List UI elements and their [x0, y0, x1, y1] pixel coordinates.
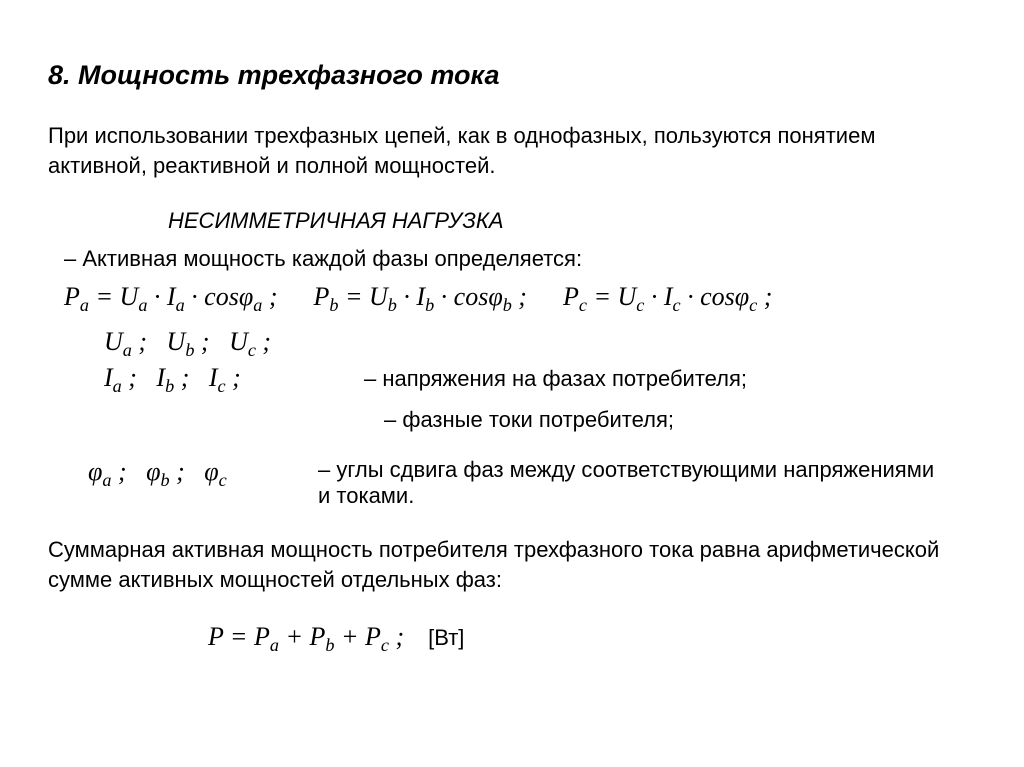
intro-paragraph: При использовании трехфазных цепей, как …	[48, 121, 976, 180]
symbols-voltages: Ua ; Ub ; Uc ;	[104, 327, 364, 361]
desc-currents: – фазные токи потребителя;	[384, 407, 674, 433]
formula-pb: Pb = Ub · Ib · cosφb ;	[313, 282, 526, 316]
symbols-angles: φa ; φb ; φc	[88, 457, 318, 491]
sum-paragraph: Суммарная активная мощность потребителя …	[48, 535, 976, 594]
formula-pa: Pa = Ua · Ia · cosφa ;	[64, 282, 277, 316]
formula-pc: Pc = Uc · Ic · cosφc ;	[563, 282, 772, 316]
subheading-load-type: НЕСИММЕТРИЧНАЯ НАГРУЗКА	[168, 208, 976, 234]
line-active-power: – Активная мощность каждой фазы определя…	[64, 246, 976, 272]
symbols-currents: Ia ; Ib ; Ic ;	[104, 363, 364, 397]
desc-voltages: – напряжения на фазах потребителя;	[364, 366, 747, 392]
unit-watt: [Вт]	[428, 625, 464, 651]
desc-angles: – углы сдвига фаз между соответствующими…	[318, 457, 938, 509]
formula-row-phase-powers: Pa = Ua · Ia · cosφa ; Pb = Ub · Ib · co…	[64, 282, 976, 316]
formula-sum-power: P = Pa + Pb + Pc ;	[208, 622, 404, 656]
page-title: 8. Мощность трехфазного тока	[48, 60, 976, 91]
